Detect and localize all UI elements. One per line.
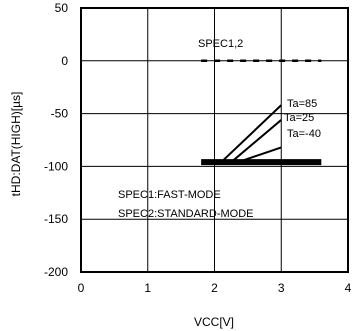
y-tick-label: 50 [55, 1, 69, 15]
y-tick-label: -200 [44, 265, 68, 279]
plot-frame [80, 7, 349, 273]
series-line-1 [220, 104, 282, 163]
y-axis-label: tHD:DAT(HIGH)[µs] [9, 92, 23, 197]
y-tick-label: -50 [51, 107, 69, 121]
annotation-ta40: Ta=-40 [287, 128, 321, 140]
x-tick-label: 3 [278, 281, 285, 295]
grid [81, 8, 348, 272]
series-group [201, 59, 322, 166]
y-tick-label: -100 [44, 159, 68, 173]
x-tick-label: 2 [211, 281, 218, 295]
annotation-spec2: SPEC2:STANDARD-MODE [118, 208, 253, 220]
annotation-spec1: SPEC1:FAST-MODE [118, 189, 221, 201]
x-tick-label: 0 [78, 281, 85, 295]
x-tick-label: 1 [144, 281, 151, 295]
annotation-spec12: SPEC1,2 [198, 38, 243, 50]
y-tick-label: -150 [44, 212, 68, 226]
annotation-ta25: Ta=25 [284, 112, 314, 124]
annotation-ta85: Ta=85 [287, 98, 317, 110]
y-tick-label: 0 [61, 54, 68, 68]
tick-labels: 0 1 2 3 4 50 0 -50 -100 -150 -200 [44, 1, 352, 295]
x-axis-label: VCC[V] [194, 315, 234, 329]
x-tick-label: 4 [345, 281, 352, 295]
series-line-2 [230, 119, 282, 163]
